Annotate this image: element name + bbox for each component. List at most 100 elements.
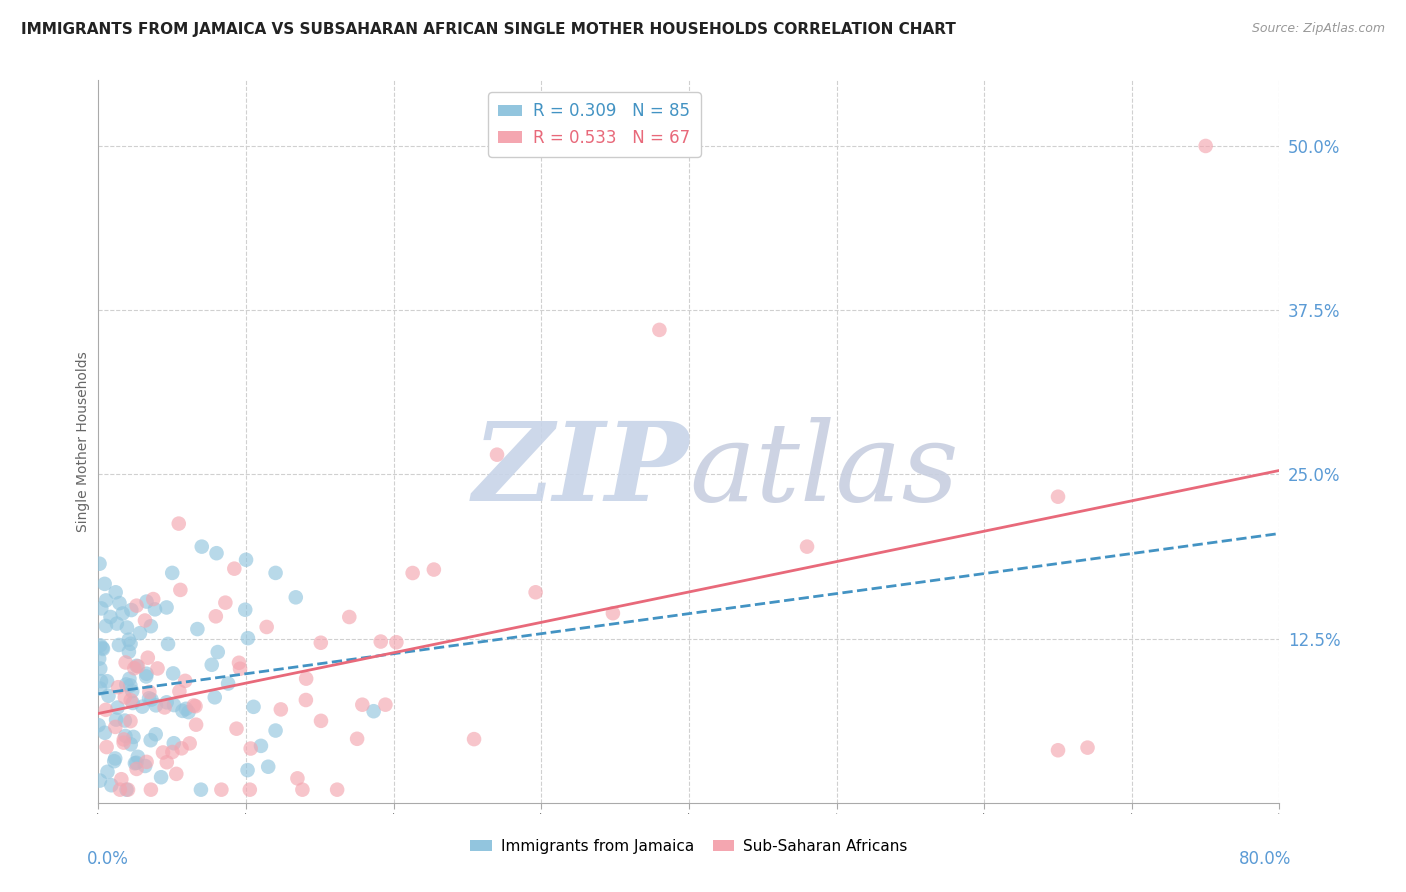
Point [141,692,163,706]
Point [346,731,368,746]
Point [217,676,239,690]
Point [295,693,318,707]
Point [118,632,141,647]
Point [169,684,191,698]
Point [107,700,129,714]
Point [204,690,226,705]
Point [177,705,200,719]
Point [172,704,194,718]
Point [256,620,278,634]
Point [648,323,671,337]
Point [135,594,157,608]
Point [162,566,183,580]
Point [207,645,229,659]
Point [121,696,143,710]
Point [184,699,207,714]
Point [155,600,177,615]
Point [111,607,134,621]
Point [97,689,120,703]
Point [131,699,153,714]
Point [236,631,259,645]
Point [94,725,117,739]
Point [108,596,131,610]
Point [89,661,111,675]
Point [100,778,122,792]
Point [162,666,184,681]
Point [124,661,146,675]
Point [165,767,187,781]
Point [104,751,127,765]
Point [115,782,138,797]
Point [486,448,509,462]
Point [103,754,125,768]
Point [162,745,184,759]
Point [120,693,142,707]
Point [239,741,262,756]
Point [239,782,262,797]
Point [125,756,148,770]
Text: IMMIGRANTS FROM JAMAICA VS SUBSAHARAN AFRICAN SINGLE MOTHER HOUSEHOLDS CORRELATI: IMMIGRANTS FROM JAMAICA VS SUBSAHARAN AF… [21,22,956,37]
Point [89,557,111,571]
Point [1046,490,1070,504]
Point [174,702,197,716]
Point [264,566,287,580]
Point [796,540,818,554]
Text: 80.0%: 80.0% [1239,850,1291,868]
Point [120,678,142,692]
Point [91,642,114,657]
Point [125,599,148,613]
Point [96,674,118,689]
Point [120,737,142,751]
Point [94,619,117,633]
Y-axis label: Single Mother Households: Single Mother Households [76,351,90,532]
Point [122,730,145,744]
Point [110,772,132,787]
Point [105,616,128,631]
Text: Source: ZipAtlas.com: Source: ZipAtlas.com [1251,22,1385,36]
Point [127,659,149,673]
Point [89,638,111,652]
Point [463,732,485,747]
Point [229,662,252,676]
Point [295,672,318,686]
Point [228,656,250,670]
Point [134,614,156,628]
Point [145,698,167,713]
Point [146,661,169,675]
Point [186,622,208,636]
Point [96,764,118,779]
Point [423,563,446,577]
Point [114,690,136,705]
Point [118,672,141,686]
Point [401,566,423,580]
Legend: Immigrants from Jamaica, Sub-Saharan Africans: Immigrants from Jamaica, Sub-Saharan Afr… [464,833,914,860]
Point [191,540,214,554]
Point [602,606,624,620]
Point [139,733,162,747]
Point [115,620,138,634]
Point [1046,743,1070,757]
Point [1195,139,1218,153]
Point [156,756,179,770]
Point [224,562,246,576]
Point [100,610,122,624]
Text: atlas: atlas [689,417,959,524]
Point [264,723,287,738]
Point [136,650,159,665]
Point [291,782,314,797]
Point [236,763,259,777]
Point [201,657,224,672]
Point [174,673,197,688]
Point [153,700,176,714]
Point [257,760,280,774]
Point [120,603,142,617]
Point [326,782,349,797]
Point [179,736,201,750]
Point [104,585,127,599]
Point [233,603,256,617]
Point [87,718,110,732]
Point [150,770,173,784]
Point [93,577,115,591]
Point [309,714,332,728]
Point [89,681,111,696]
